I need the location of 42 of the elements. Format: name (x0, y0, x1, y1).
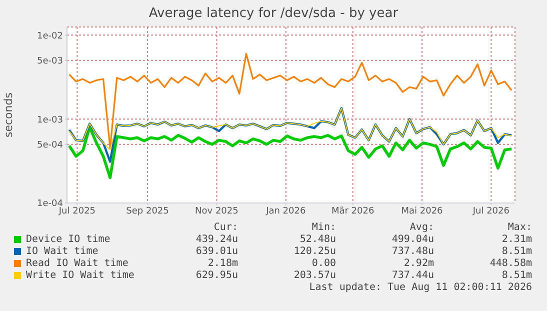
y-tick-label: 5e-03 (37, 56, 63, 67)
text: 120.25u (292, 246, 336, 257)
legend-label: IO Wait time (26, 246, 98, 257)
legend-label: Device IO time (26, 234, 110, 245)
chart-title: Average latency for /dev/sda - by year (148, 6, 400, 21)
text: 203.57u (292, 270, 336, 281)
x-tick-label: Mär 2026 (331, 206, 374, 216)
text: 439.24u (194, 234, 238, 245)
text: 2.31m (500, 234, 532, 245)
x-tick-label: Jan 2026 (265, 206, 306, 216)
x-tick-label: Jul 2025 (58, 206, 96, 216)
line-series (68, 107, 513, 163)
text: 639.01u (194, 246, 238, 257)
legend-label: Write IO Wait time (26, 270, 134, 281)
text: 0.00 (310, 258, 336, 269)
y-tick-label: 5e-04 (37, 140, 64, 151)
line-series (68, 108, 512, 150)
legend-label: Read IO Wait time (26, 258, 128, 269)
text: 448.58m (488, 258, 532, 269)
text: 52.48u (298, 234, 336, 245)
y-axis-title: seconds (2, 92, 15, 138)
x-tick-label: Jul 2026 (472, 206, 510, 216)
text: 737.44u (390, 270, 434, 281)
text: 8.51m (500, 246, 532, 257)
text: Max: (506, 222, 532, 233)
x-tick-label: Nov 2025 (195, 206, 238, 216)
text: Last update: Tue Aug 11 02:00:11 2026 (308, 282, 532, 293)
text: 499.04u (390, 234, 434, 245)
text: 737.48u (390, 246, 434, 257)
x-tick-label: Sep 2025 (126, 206, 169, 216)
x-tick-label: Mai 2026 (401, 206, 444, 216)
text: 2.92m (402, 258, 434, 269)
text: Avg: (408, 222, 434, 233)
y-tick-label: 1e-02 (37, 31, 63, 42)
line-series (68, 52, 512, 149)
text: 629.95u (194, 270, 238, 281)
text: Min: (310, 222, 336, 233)
text: Cur: (212, 222, 238, 233)
text: 8.51m (500, 270, 532, 281)
y-tick-label: 1e-03 (37, 115, 63, 126)
line-series (68, 126, 513, 180)
text: 2.18m (206, 258, 238, 269)
